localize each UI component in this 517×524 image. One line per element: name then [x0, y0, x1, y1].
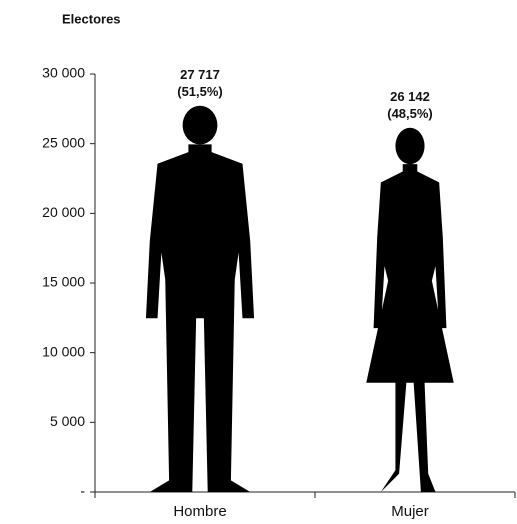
value-label: 27 717: [180, 67, 220, 82]
percentage-label: (51,5%): [177, 84, 223, 99]
silhouette: [145, 105, 255, 492]
y-tick-label: 10 000: [42, 343, 85, 359]
percentage-label: (48,5%): [387, 106, 433, 121]
y-tick-label: 30 000: [42, 65, 85, 81]
y-tick-label: 15 000: [42, 274, 85, 290]
x-tick-label: Hombre: [173, 503, 226, 520]
silhouette: [366, 127, 454, 493]
y-tick-label: 25 000: [42, 134, 85, 150]
y-tick-label: 5 000: [50, 413, 85, 429]
x-tick-label: Mujer: [391, 503, 429, 520]
value-label: 26 142: [390, 89, 430, 104]
y-tick-label: 20 000: [42, 204, 85, 220]
chart-title: Electores: [62, 11, 121, 26]
y-tick-label: -: [80, 483, 85, 499]
